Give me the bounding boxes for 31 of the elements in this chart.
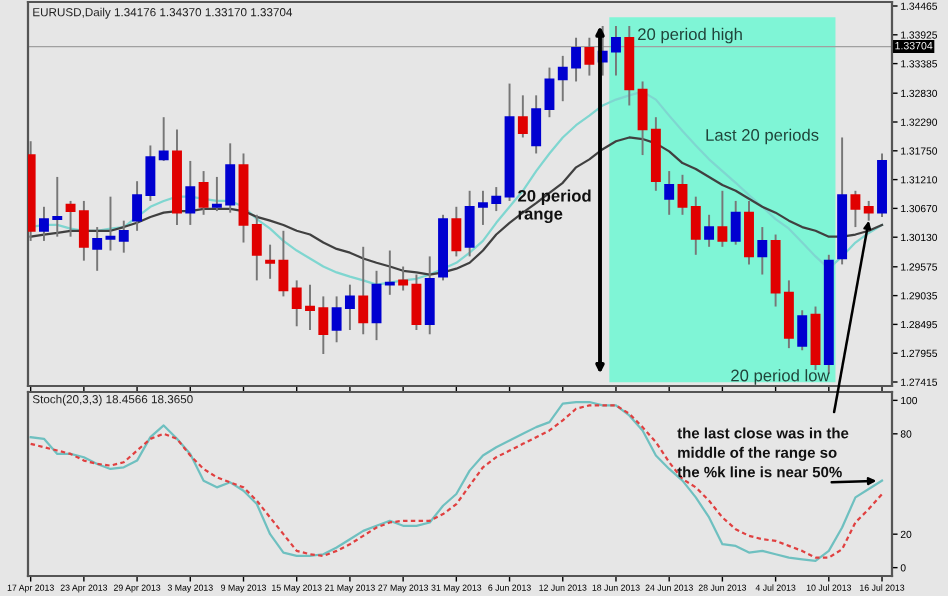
- candlestick: [424, 255, 435, 336]
- candlestick: [358, 245, 369, 336]
- candlestick: [677, 173, 688, 216]
- candlestick: [850, 189, 861, 229]
- candlestick: [92, 226, 103, 272]
- candlestick: [863, 199, 874, 222]
- candlestick: [198, 170, 209, 216]
- candlestick: [118, 219, 129, 254]
- candlestick: [704, 213, 715, 248]
- candlestick: [730, 199, 741, 246]
- candlestick: [158, 116, 169, 162]
- candlestick: [744, 199, 754, 266]
- candlestick: [544, 66, 555, 119]
- annotation: 20 period high: [638, 27, 742, 44]
- annotation: 20 period range: [518, 189, 591, 224]
- candlestick: [371, 269, 382, 342]
- candlestick: [531, 94, 542, 155]
- candlestick: [185, 159, 196, 226]
- candlestick: [451, 205, 462, 258]
- candlestick: [664, 170, 675, 216]
- candlestick: [105, 195, 116, 252]
- band-label: Last 20 periods: [706, 128, 819, 145]
- candlestick: [690, 195, 701, 256]
- candlestick: [757, 226, 768, 276]
- candlestick: [517, 94, 528, 139]
- annotation: 20 period low: [731, 369, 830, 385]
- candlestick: [797, 309, 808, 352]
- candlestick: [717, 189, 728, 248]
- candlestick: [584, 36, 595, 77]
- candlestick: [251, 213, 262, 282]
- candlestick: [384, 249, 395, 296]
